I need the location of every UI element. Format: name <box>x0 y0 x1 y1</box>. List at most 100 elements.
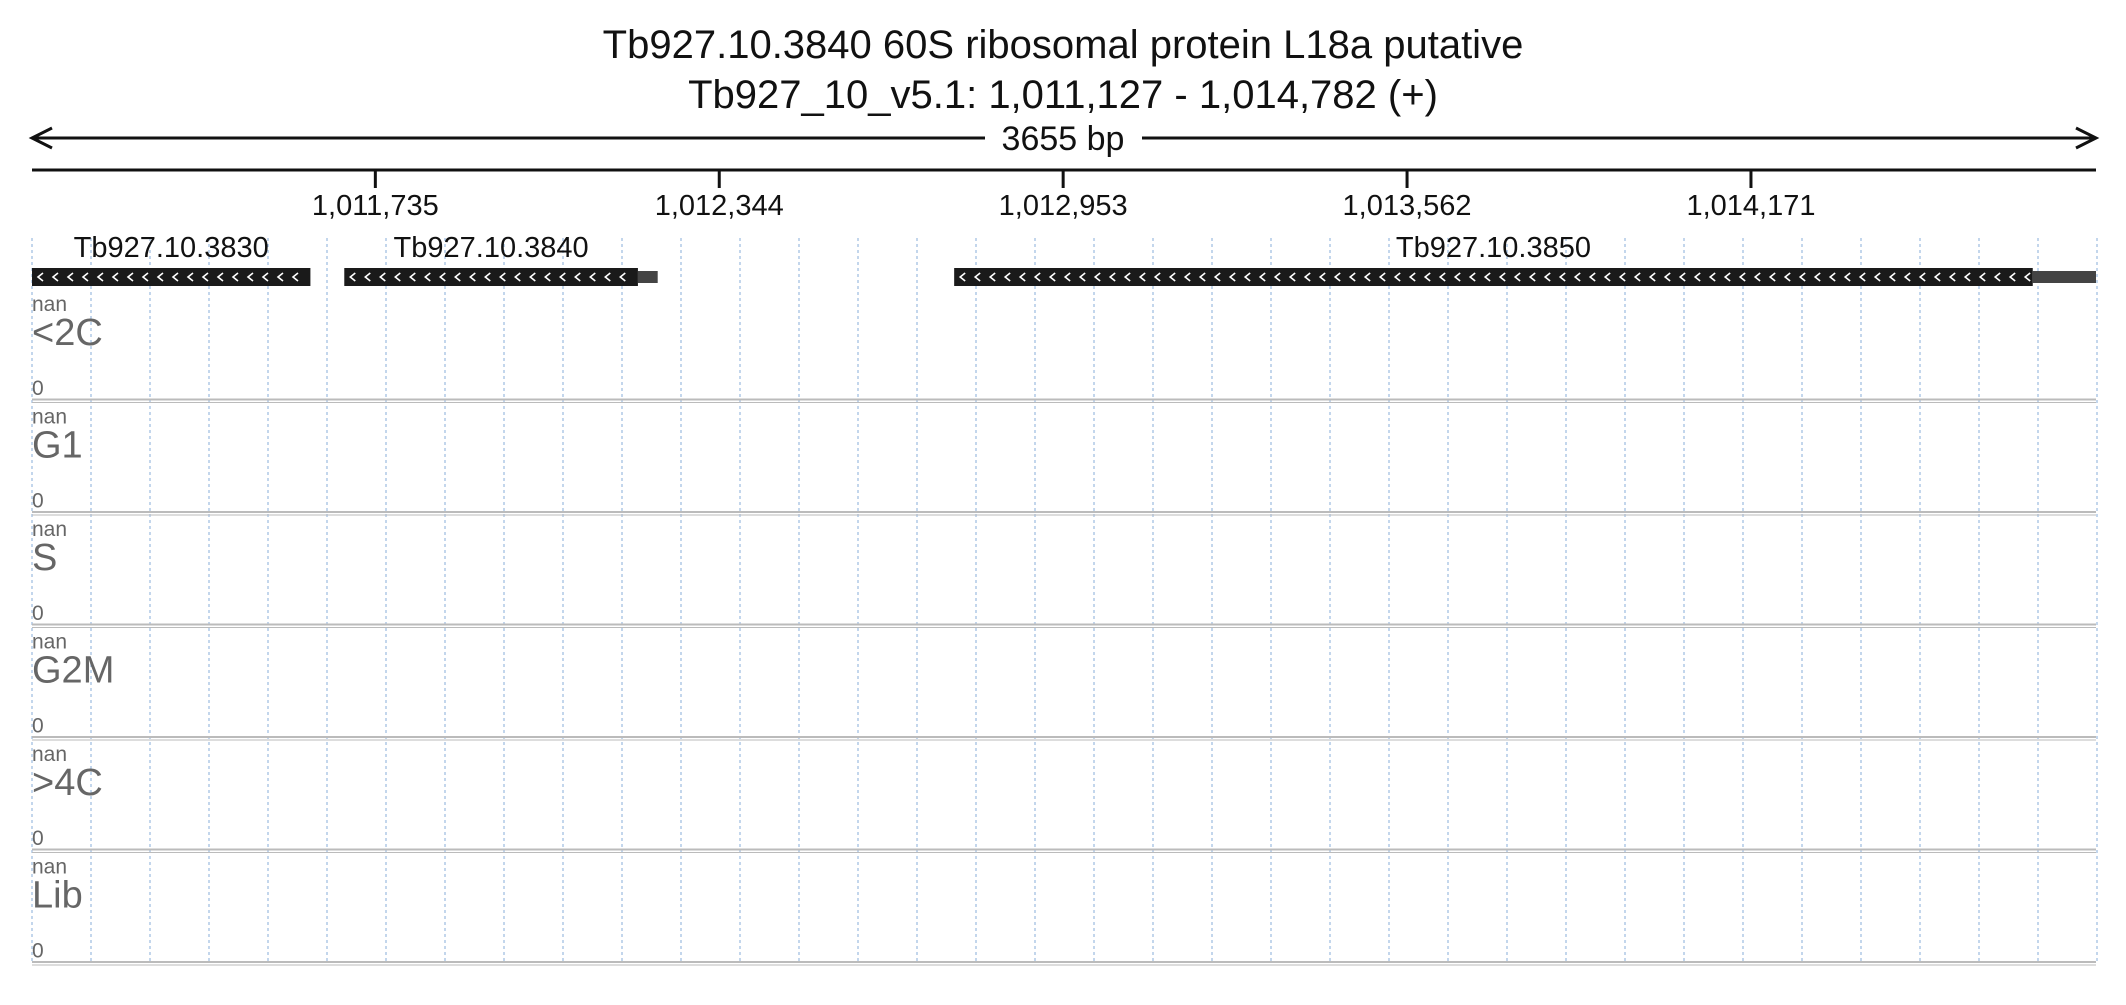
strand-chevron-icon <box>988 272 996 282</box>
strand-chevron-icon <box>1288 272 1296 282</box>
strand-chevron-icon <box>1513 272 1521 282</box>
strand-chevron-icon <box>1648 272 1656 282</box>
strand-chevron-icon <box>1138 272 1146 282</box>
strand-chevron-icon <box>1603 272 1611 282</box>
strand-chevron-icon <box>1813 272 1821 282</box>
track-name-label: G1 <box>32 425 83 467</box>
strand-chevron-icon <box>574 272 581 282</box>
strand-chevron-icon <box>36 272 44 282</box>
strand-chevron-icon <box>484 272 491 282</box>
strand-chevron-icon <box>1723 272 1731 282</box>
strand-chevron-icon <box>1528 272 1536 282</box>
gene-label: Tb927.10.3850 <box>1396 232 1591 264</box>
gene-track: Tb927.10.3830 Tb927.10.3840 Tb927.10.3850 <box>32 232 2096 286</box>
strand-chevron-icon <box>1483 272 1491 282</box>
strand-chevron-icon <box>1918 272 1926 282</box>
strand-chevron-icon <box>1678 272 1686 282</box>
strand-chevron-icon <box>1708 272 1716 282</box>
strand-chevron-icon <box>1903 272 1911 282</box>
strand-chevron-icon <box>2008 272 2016 282</box>
strand-chevron-icon <box>1543 272 1551 282</box>
strand-chevron-icon <box>126 272 134 282</box>
arrow-right-icon <box>2075 126 2100 150</box>
track-min-label: 0 <box>32 490 44 513</box>
strand-chevron-icon <box>1588 272 1596 282</box>
ruler-tick-label: 1,011,735 <box>312 190 439 222</box>
arrow-left-icon <box>28 126 53 150</box>
strand-chevron-icon <box>1873 272 1881 282</box>
gene-utr <box>637 271 658 283</box>
strand-chevron-icon <box>529 272 536 282</box>
strand-chevron-icon <box>604 272 611 282</box>
strand-chevron-icon <box>276 272 284 282</box>
strand-chevron-icon <box>619 272 626 282</box>
ruler-tick-label: 1,012,953 <box>999 190 1128 222</box>
strand-chevron-icon <box>1618 272 1626 282</box>
strand-chevron-icon <box>469 272 476 282</box>
strand-chevron-icon <box>1228 272 1236 282</box>
strand-chevron-icon <box>1408 272 1416 282</box>
strand-chevron-icon <box>66 272 74 282</box>
strand-chevron-icon <box>1333 272 1341 282</box>
strand-chevron-icon <box>1243 272 1251 282</box>
span-label: 3655 bp <box>1002 120 1125 158</box>
strand-chevron-icon <box>1108 272 1116 282</box>
gene-title: Tb927.10.3840 60S ribosomal protein L18a… <box>603 23 1524 67</box>
strand-chevron-icon <box>246 272 254 282</box>
strand-chevron-icon <box>1558 272 1566 282</box>
coordinate-ruler: 1,011,735 1,012,344 1,012,953 1,013,562 1,01… <box>32 168 2096 222</box>
track-min-label: 0 <box>32 940 44 963</box>
gene-cds <box>32 268 311 286</box>
strand-chevron-icon <box>958 272 966 282</box>
strand-chevron-icon <box>409 272 416 282</box>
strand-chevron-icon <box>96 272 104 282</box>
strand-chevron-icon <box>1978 272 1986 282</box>
strand-chevron-icon <box>51 272 59 282</box>
strand-chevron-icon <box>171 272 179 282</box>
strand-chevron-icon <box>1123 272 1131 282</box>
strand-chevron-icon <box>1033 272 1041 282</box>
track-max-label: nan <box>32 631 67 654</box>
locus-coordinates: Tb927_10_v5.1: 1,011,127 - 1,014,782 (+) <box>688 73 1438 117</box>
strand-chevron-icon <box>1003 272 1011 282</box>
ruler-tick-label: 1,012,344 <box>655 190 784 222</box>
gene-cds <box>344 268 638 286</box>
strand-chevron-icon <box>454 272 461 282</box>
strand-chevron-icon <box>1393 272 1401 282</box>
strand-chevron-icon <box>1018 272 1026 282</box>
strand-chevron-icon <box>1843 272 1851 282</box>
strand-chevron-icon <box>1273 272 1281 282</box>
strand-chevron-icon <box>1783 272 1791 282</box>
strand-chevron-icon <box>1168 272 1176 282</box>
grid-lines <box>31 238 2098 963</box>
strand-chevron-icon <box>1063 272 1071 282</box>
strand-chevron-icon <box>141 272 149 282</box>
strand-chevron-icon <box>1498 272 1506 282</box>
strand-chevron-icon <box>1798 272 1806 282</box>
strand-chevron-icon <box>1693 272 1701 282</box>
strand-chevron-icon <box>379 272 386 282</box>
strand-chevron-icon <box>1438 272 1446 282</box>
strand-chevron-icon <box>589 272 596 282</box>
strand-chevron-icon <box>261 272 269 282</box>
span-arrow: 3655 bp <box>28 120 2100 158</box>
track-min-label: 0 <box>32 602 44 625</box>
gene-cds <box>954 268 2033 286</box>
strand-chevron-icon <box>1933 272 1941 282</box>
strand-chevron-icon <box>1738 272 1746 282</box>
strand-chevron-icon <box>1828 272 1836 282</box>
strand-chevron-icon <box>559 272 566 282</box>
strand-chevron-icon <box>1993 272 2001 282</box>
strand-chevron-icon <box>111 272 119 282</box>
strand-chevron-icon <box>1573 272 1581 282</box>
track-min-label: 0 <box>32 715 44 738</box>
strand-chevron-icon <box>1258 272 1266 282</box>
strand-chevron-icon <box>216 272 224 282</box>
track-min-label: 0 <box>32 827 44 850</box>
gene-label: Tb927.10.3840 <box>394 232 589 264</box>
track-max-label: nan <box>32 518 67 541</box>
strand-chevron-icon <box>1078 272 1086 282</box>
strand-chevron-icon <box>439 272 446 282</box>
track-name-label: G2M <box>32 650 114 692</box>
strand-chevron-icon <box>1753 272 1761 282</box>
